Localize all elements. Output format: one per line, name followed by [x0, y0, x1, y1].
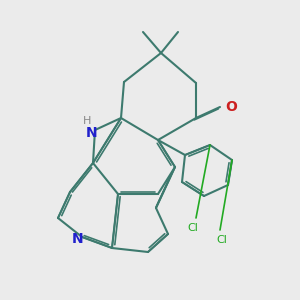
Text: H: H [83, 116, 91, 126]
Text: O: O [225, 100, 237, 114]
Text: N: N [72, 232, 84, 246]
Text: Cl: Cl [188, 223, 198, 233]
Text: N: N [86, 126, 98, 140]
Text: Cl: Cl [217, 235, 227, 245]
